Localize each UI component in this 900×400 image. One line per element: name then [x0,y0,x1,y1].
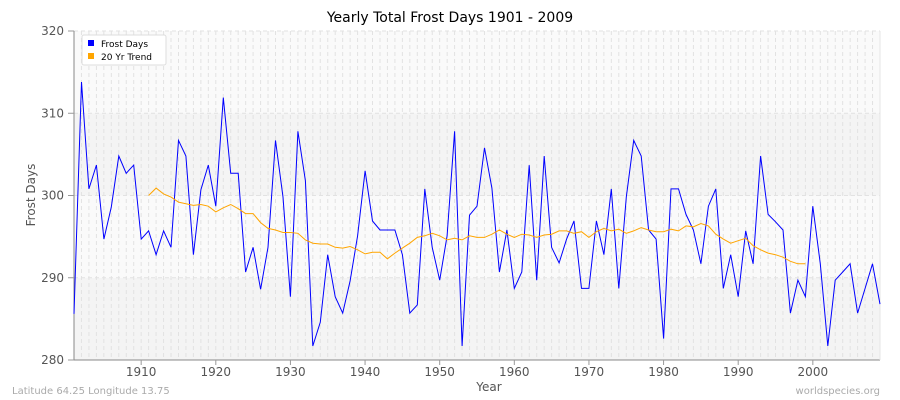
legend-label-frost-days: Frost Days [101,40,148,50]
x-tick-label: 1920 [201,365,232,379]
x-tick-label: 1930 [275,365,306,379]
x-tick-label: 1950 [424,365,455,379]
y-tick-label: 290 [41,271,64,285]
x-axis-label: Year [475,380,501,394]
legend-swatch-trend [88,53,94,59]
x-tick-label: 1960 [499,365,530,379]
trend-line [148,187,806,265]
legend-swatch-frost-days [88,40,94,46]
legend-box [81,34,167,66]
y-tick-label: 280 [41,353,64,367]
x-tick-label: 1990 [723,365,754,379]
y-tick-label: 300 [41,189,64,203]
legend-label-trend: 20 Yr Trend [101,53,152,63]
chart-title: Yearly Total Frost Days 1901 - 2009 [326,10,573,26]
x-tick-label: 1910 [126,365,157,379]
site-credit: worldspecies.org [796,386,880,397]
y-axis-label: Frost Days [24,164,38,227]
x-tick-label: 2000 [798,365,829,379]
background-band [74,31,880,114]
x-tick-label: 1980 [648,365,679,379]
x-tick-label: 1970 [574,365,605,379]
y-tick-label: 320 [41,24,64,38]
x-tick-label: 1940 [350,365,381,379]
frost-days-line [73,81,881,347]
location-label: Latitude 64.25 Longitude 13.75 [12,386,170,397]
y-tick-label: 310 [41,106,64,120]
legend: Frost Days 20 Yr Trend [81,34,167,66]
